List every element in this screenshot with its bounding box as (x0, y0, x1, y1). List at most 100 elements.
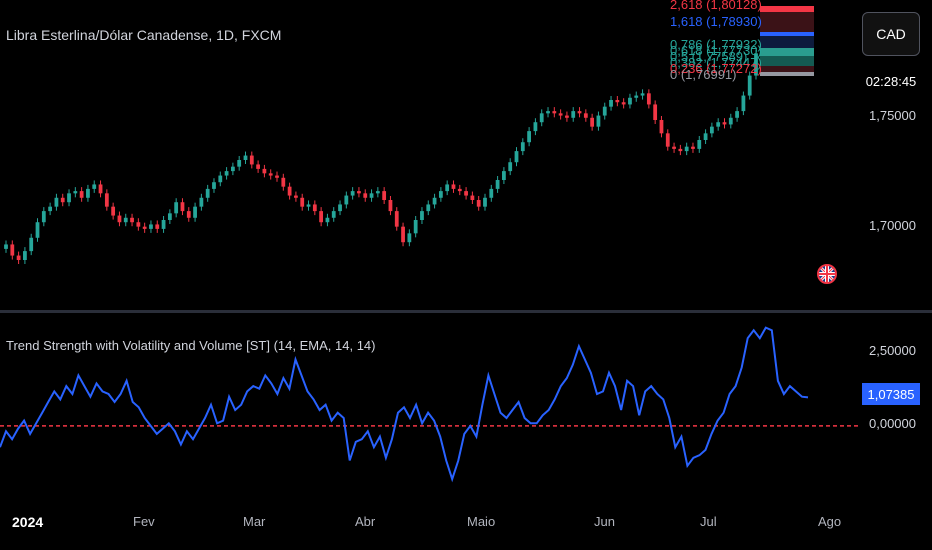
candle-body (596, 115, 601, 127)
candle-body (741, 95, 746, 112)
uk-flag-icon[interactable] (817, 264, 837, 284)
time-axis-label: Jul (700, 514, 717, 529)
fib-level-label: 0,236 (1,77272) (670, 61, 762, 76)
candle-body (16, 255, 21, 260)
candle-body (249, 155, 254, 165)
candle-body (747, 75, 752, 96)
candle-body (193, 206, 197, 218)
candle-body (514, 151, 519, 163)
candle-body (464, 191, 468, 196)
candle-body (4, 244, 8, 249)
candle-body (149, 224, 153, 229)
candle-body (98, 184, 103, 194)
candle-body (41, 211, 46, 223)
fib-band (760, 36, 814, 48)
fib-level-label: 2,618 (1,80128) (670, 0, 762, 12)
candle-body (546, 111, 550, 114)
candle-body (142, 226, 147, 229)
indicator-title: Trend Strength with Volatility and Volum… (6, 338, 376, 353)
fib-level-label: 0,618 (1,77730) (670, 43, 762, 58)
candle-body (438, 191, 443, 198)
candle-body (155, 224, 160, 229)
candle-body (401, 226, 405, 243)
countdown-tag: 02:28:45 (862, 70, 920, 92)
candle-body (709, 126, 714, 134)
candle-body (344, 195, 349, 205)
candle-body (646, 93, 651, 105)
candle-body (735, 111, 739, 118)
candle-body (602, 106, 607, 116)
candle-body (495, 180, 500, 189)
candle-body (678, 148, 683, 152)
candle-body (665, 133, 670, 147)
candle-body (325, 217, 330, 223)
indicator-axis-label-1: 2,50000 (869, 343, 916, 358)
candle-body (470, 195, 475, 200)
time-axis-label: Jun (594, 514, 615, 529)
candle-body (527, 131, 531, 143)
candle-body (338, 204, 342, 212)
countdown-text: 02:28:45 (865, 73, 917, 89)
fib-level-label: 0 (1,76991) (670, 67, 737, 82)
candle-body (306, 204, 311, 207)
fib-level-label: 0,786 (1,77932) (670, 37, 762, 52)
candle-body (583, 113, 588, 118)
candle-body (621, 102, 626, 105)
candle-body (451, 184, 456, 189)
candle-body (205, 188, 210, 198)
time-axis-label: Mar (243, 514, 266, 529)
price-chart[interactable] (0, 0, 860, 310)
candle-body (722, 122, 727, 125)
candle-body (167, 213, 172, 220)
candle-body (363, 193, 368, 198)
candle-body (180, 202, 185, 212)
indicator-axis-label-2: 0,00000 (869, 416, 916, 431)
candle-body (420, 211, 424, 220)
candle-body (703, 133, 708, 140)
candle-body (590, 117, 595, 127)
price-axis-label-2: 1,70000 (869, 218, 916, 233)
candle-body (136, 222, 141, 227)
candle-body (489, 188, 494, 198)
fib-band (760, 32, 814, 36)
candle-body (67, 193, 71, 203)
candle-body (394, 211, 399, 227)
candle-body (48, 206, 53, 212)
candle-body (728, 117, 733, 125)
price-axis-label-1: 1,75000 (869, 108, 916, 123)
candle-body (483, 197, 487, 207)
candle-body (672, 146, 676, 149)
candle-body (413, 220, 418, 234)
candle-body (634, 95, 639, 98)
candle-body (565, 115, 569, 118)
indicator-value-tag: 1,07385 (862, 383, 920, 405)
candle-body (640, 93, 645, 96)
candle-body (375, 191, 380, 194)
fib-band (760, 48, 814, 56)
time-axis-label: 2024 (12, 514, 44, 530)
fib-level-label: 1,618 (1,78930) (670, 14, 762, 29)
fib-band (760, 72, 814, 76)
candle-body (300, 197, 305, 207)
candle-body (571, 111, 576, 118)
fib-band (760, 6, 814, 12)
candle-body (130, 217, 134, 223)
candle-body (312, 204, 317, 212)
candle-body (287, 186, 292, 196)
candle-body (73, 191, 78, 194)
candle-body (161, 220, 166, 229)
candle-body (684, 146, 689, 152)
candle-body (659, 120, 664, 134)
candle-body (691, 146, 695, 149)
candle-body (445, 184, 450, 192)
candle-body (716, 122, 721, 127)
pane-separator[interactable] (0, 310, 932, 313)
candle-body (86, 188, 90, 198)
candle-body (520, 142, 525, 152)
currency-button[interactable]: CAD (862, 12, 920, 56)
candle-body (533, 122, 538, 132)
indicator-chart[interactable] (0, 313, 860, 503)
candle-body (60, 197, 65, 203)
candle-body (117, 215, 122, 223)
